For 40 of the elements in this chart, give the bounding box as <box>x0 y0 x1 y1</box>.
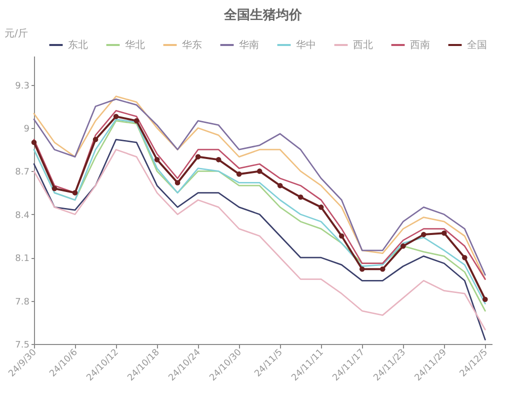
y-tick-label: 9.3 <box>15 81 30 92</box>
y-tick-label: 8.4 <box>15 210 30 221</box>
legend-label: 华中 <box>296 39 316 51</box>
legend-label: 华东 <box>182 39 202 51</box>
point <box>338 233 344 239</box>
y-tick-label: 8.1 <box>15 254 30 264</box>
legend-label: 西南 <box>410 39 430 51</box>
chart-title: 全国生猪均价 <box>223 8 303 23</box>
y-tick-label: 9 <box>24 124 30 134</box>
point <box>400 243 406 249</box>
point <box>195 154 201 160</box>
point <box>72 190 78 196</box>
point <box>154 157 160 162</box>
y-axis-title: 元/斤 <box>4 28 28 40</box>
legend-label: 华北 <box>125 39 145 51</box>
point <box>482 296 488 302</box>
point <box>462 254 468 260</box>
y-tick-label: 7.8 <box>15 297 30 308</box>
point <box>52 186 58 192</box>
point <box>359 266 365 272</box>
point <box>236 171 242 177</box>
point <box>256 168 262 174</box>
y-tick-label: 7.5 <box>15 340 30 350</box>
legend-label: 全国 <box>467 39 487 51</box>
legend-label: 东北 <box>68 39 88 51</box>
y-tick-label: 8.7 <box>15 168 30 178</box>
point <box>318 204 324 210</box>
point <box>134 118 140 124</box>
point <box>298 194 304 200</box>
point <box>113 114 119 120</box>
legend-label: 华南 <box>239 39 259 51</box>
point <box>92 136 98 142</box>
point <box>174 180 180 186</box>
point <box>420 232 426 238</box>
point <box>277 182 283 188</box>
point <box>31 140 37 146</box>
point <box>380 266 386 272</box>
point <box>442 230 447 236</box>
legend-label: 西北 <box>353 39 373 51</box>
point <box>216 157 222 162</box>
